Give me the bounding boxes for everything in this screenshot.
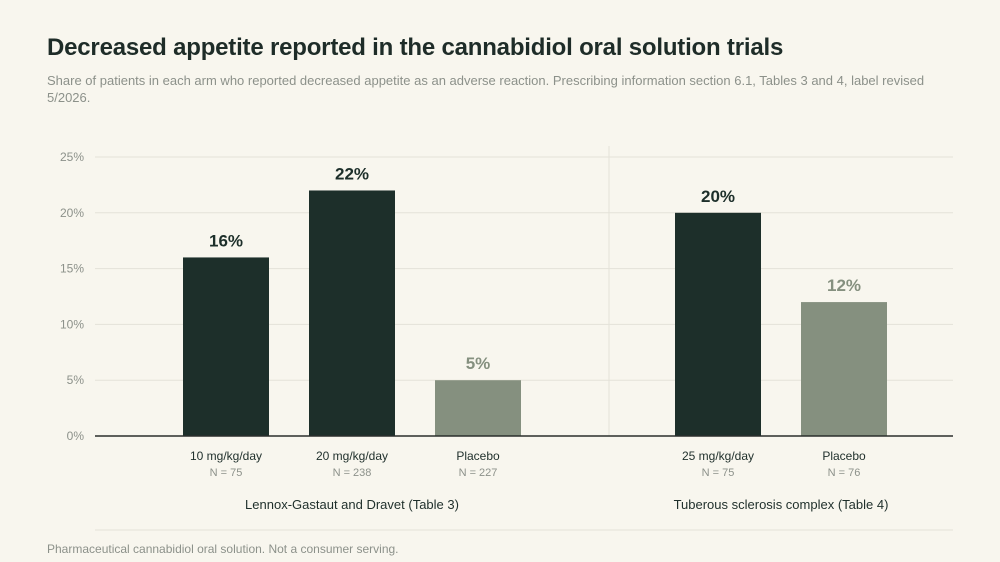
bar-value-label: 22%	[335, 164, 369, 183]
sample-size-label: N = 76	[828, 467, 861, 479]
chart-footnote: Pharmaceutical cannabidiol oral solution…	[47, 542, 399, 556]
bar	[435, 380, 521, 436]
category-label: 25 mg/kg/day	[682, 449, 754, 463]
chart-subtitle: Share of patients in each arm who report…	[47, 73, 925, 105]
category-label: Placebo	[456, 449, 500, 463]
category-label: Placebo	[822, 449, 866, 463]
sample-size-label: N = 75	[702, 467, 735, 479]
bar-value-label: 12%	[827, 276, 861, 295]
bar	[801, 302, 887, 436]
group-label: Lennox-Gastaut and Dravet (Table 3)	[245, 497, 459, 512]
bar-value-label: 16%	[209, 231, 243, 250]
sample-size-label: N = 227	[459, 467, 498, 479]
sample-size-label: N = 75	[210, 467, 243, 479]
y-tick-label: 5%	[67, 373, 85, 387]
y-tick-label: 10%	[60, 317, 84, 331]
y-tick-label: 0%	[67, 429, 85, 443]
bar-value-label: 20%	[701, 187, 735, 206]
bar	[309, 190, 395, 436]
y-tick-label: 15%	[60, 262, 84, 276]
sample-size-label: N = 238	[333, 467, 372, 479]
chart-title: Decreased appetite reported in the canna…	[47, 34, 784, 61]
y-tick-label: 25%	[60, 150, 84, 164]
category-label: 20 mg/kg/day	[316, 449, 388, 463]
bar-value-label: 5%	[466, 354, 491, 373]
bar	[675, 212, 761, 436]
category-label: 10 mg/kg/day	[190, 449, 262, 463]
group-label: Tuberous sclerosis complex (Table 4)	[674, 497, 889, 512]
bar	[183, 257, 269, 436]
y-tick-label: 20%	[60, 206, 84, 220]
